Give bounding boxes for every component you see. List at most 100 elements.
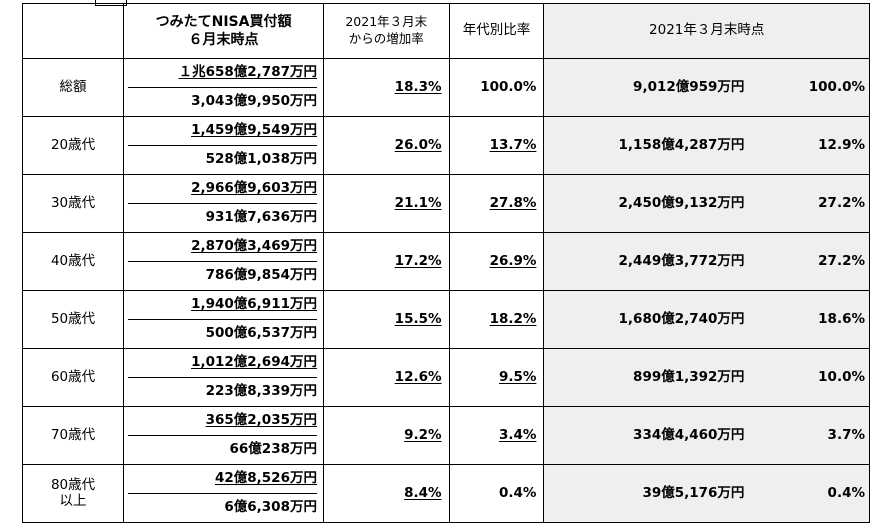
growth-rate: 8.4% — [404, 484, 442, 501]
growth-cell: 8.4% — [322, 464, 450, 523]
purchase-amount-june: 365億2,035万円 — [205, 412, 317, 429]
purchase-amount-sub: 528億1,038万円 — [205, 151, 317, 168]
age-label-cell: 20歳代 — [21, 116, 125, 175]
march-ratio-cell: 100.0% — [752, 58, 870, 117]
growth-cell: 17.2% — [322, 232, 450, 291]
header-march: 2021年３月末時点 — [543, 3, 870, 59]
march-ratio-cell: 3.7% — [752, 406, 870, 465]
march-amount-cell: 2,449億3,772万円 — [543, 232, 753, 291]
age-ratio: 0.4% — [498, 484, 537, 501]
march-amount-cell: 334億4,460万円 — [543, 406, 753, 465]
ratio-cell: 26.9% — [448, 232, 545, 291]
purchase-amount-june: 2,870億3,469万円 — [191, 238, 317, 255]
purchase-amount-cell: 1,012億2,694万円 223億8,339万円 — [123, 348, 324, 407]
purchase-amount-june: １兆658億2,787万円 — [178, 64, 317, 81]
march-ratio: 27.2% — [818, 194, 865, 211]
purchase-amount-june: 1,012億2,694万円 — [191, 354, 317, 371]
growth-cell: 18.3% — [322, 58, 450, 117]
age-ratio: 9.5% — [498, 368, 537, 385]
table-row: 40歳代 2,870億3,469万円 786億9,854万円 17.2% 26.9% 2,… — [21, 232, 870, 291]
age-ratio: 3.4% — [498, 426, 537, 443]
age-label-cell: 70歳代 — [21, 406, 125, 465]
march-amount-cell: 39億5,176万円 — [543, 464, 753, 523]
age-label-line2: 以上 — [59, 492, 87, 509]
march-ratio: 18.6% — [818, 310, 865, 327]
purchase-amount-sub: 223億8,339万円 — [205, 383, 317, 400]
purchase-amount-cell: 1,940億6,911万円 500億6,537万円 — [123, 290, 324, 349]
age-ratio: 100.0% — [480, 78, 537, 95]
growth-cell: 15.5% — [322, 290, 450, 349]
march-amount-cell: 899億1,392万円 — [543, 348, 753, 407]
purchase-amount-cell: 365億2,035万円 66億238万円 — [123, 406, 324, 465]
march-ratio-cell: 0.4% — [752, 464, 870, 523]
age-label: 30歳代 — [50, 194, 96, 211]
purchase-amount-sub: 786億9,854万円 — [205, 267, 317, 284]
table-row: 20歳代 1,459億9,549万円 528億1,038万円 26.0% 13.7% 1,… — [21, 116, 870, 175]
age-label-cell: 80歳代 以上 — [21, 464, 125, 523]
ratio-cell: 13.7% — [448, 116, 545, 175]
march-ratio: 0.4% — [827, 484, 865, 501]
age-label: 60歳代 — [50, 368, 96, 385]
growth-rate: 17.2% — [394, 252, 442, 269]
ratio-cell: 9.5% — [448, 348, 545, 407]
march-ratio: 12.9% — [818, 136, 865, 153]
march-amount-cell: 1,158億4,287万円 — [543, 116, 753, 175]
growth-cell: 12.6% — [322, 348, 450, 407]
purchase-amount-june: 2,966億9,603万円 — [191, 180, 317, 197]
purchase-amount-cell: 1,459億9,549万円 528億1,038万円 — [123, 116, 324, 175]
header-total-label: つみたてNISA買付額 — [155, 13, 292, 30]
march-ratio: 100.0% — [808, 78, 865, 95]
growth-rate: 26.0% — [394, 136, 442, 153]
age-ratio: 26.9% — [489, 252, 537, 269]
age-label: 80歳代 — [50, 476, 96, 493]
header-ratio: 年代別比率 — [448, 3, 545, 59]
age-label: 50歳代 — [50, 310, 96, 327]
header-growth-sub: からの増加率 — [348, 31, 424, 46]
growth-rate: 21.1% — [394, 194, 442, 211]
age-label: 40歳代 — [50, 252, 96, 269]
ratio-cell: 27.8% — [448, 174, 545, 233]
purchase-amount-cell: 2,966億9,603万円 931億7,636万円 — [123, 174, 324, 233]
march-amount: 899億1,392万円 — [633, 368, 745, 385]
purchase-amount-sub: 66億238万円 — [229, 441, 317, 458]
age-label: 20歳代 — [50, 136, 96, 153]
purchase-amount-sub: 931億7,636万円 — [205, 209, 317, 226]
march-ratio-cell: 12.9% — [752, 116, 870, 175]
growth-rate: 12.6% — [394, 368, 442, 385]
table-row: 50歳代 1,940億6,911万円 500億6,537万円 15.5% 18.2% 1,… — [21, 290, 870, 349]
growth-cell: 9.2% — [322, 406, 450, 465]
age-label: 総額 — [59, 78, 87, 95]
growth-rate: 9.2% — [404, 426, 442, 443]
table-row: 60歳代 1,012億2,694万円 223億8,339万円 12.6% 9.5% 899… — [21, 348, 870, 407]
march-ratio: 10.0% — [818, 368, 865, 385]
march-ratio-cell: 18.6% — [752, 290, 870, 349]
march-amount: 2,450億9,132万円 — [618, 194, 745, 211]
purchase-amount-cell: 2,870億3,469万円 786億9,854万円 — [123, 232, 324, 291]
header-total-sub: ６月末時点 — [188, 32, 259, 48]
ratio-cell: 0.4% — [448, 464, 545, 523]
march-amount: 39億5,176万円 — [642, 484, 745, 501]
age-label-cell: 総額 — [21, 58, 125, 117]
table-row: 70歳代 365億2,035万円 66億238万円 9.2% 3.4% 334億4,460… — [21, 406, 870, 465]
age-label-cell: 30歳代 — [21, 174, 125, 233]
age-label-cell: 50歳代 — [21, 290, 125, 349]
purchase-amount-june: 1,459億9,549万円 — [191, 122, 317, 139]
march-amount: 2,449億3,772万円 — [618, 252, 745, 269]
age-ratio: 13.7% — [489, 136, 537, 153]
march-amount-cell: 2,450億9,132万円 — [543, 174, 753, 233]
age-ratio: 18.2% — [489, 310, 537, 327]
purchase-amount-june: 42億8,526万円 — [214, 470, 317, 487]
ratio-cell: 3.4% — [448, 406, 545, 465]
march-amount-cell: 9,012億959万円 — [543, 58, 753, 117]
purchase-amount-sub: 6億6,308万円 — [224, 499, 317, 516]
age-label-cell: 40歳代 — [21, 232, 125, 291]
march-amount: 9,012億959万円 — [633, 78, 745, 95]
purchase-amount-sub: 3,043億9,950万円 — [191, 93, 317, 110]
march-ratio-cell: 10.0% — [752, 348, 870, 407]
header-growth: 2021年３月末 からの増加率 — [322, 3, 450, 59]
nisa-table: つみたてNISA買付額 ６月末時点 2021年３月末 からの増加率 年代別比率 … — [21, 3, 870, 523]
ratio-cell: 100.0% — [448, 58, 545, 117]
march-ratio: 3.7% — [827, 426, 865, 443]
march-amount-cell: 1,680億2,740万円 — [543, 290, 753, 349]
header-empty-cell — [21, 3, 125, 59]
